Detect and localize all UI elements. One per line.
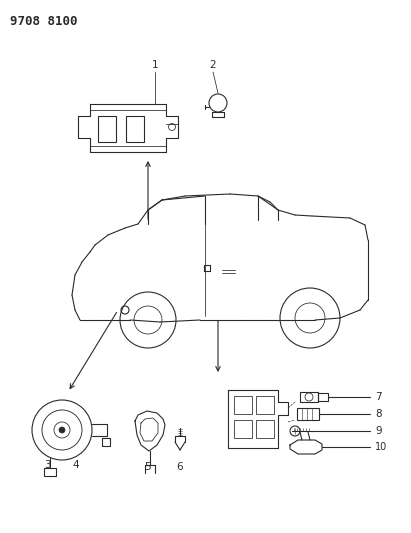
Bar (297, 408, 319, 420)
Text: 4: 4 (73, 460, 79, 470)
Circle shape (59, 427, 65, 433)
Text: 8: 8 (375, 409, 382, 419)
Text: 3: 3 (44, 460, 50, 470)
Bar (256, 420, 274, 438)
Text: 9708 8100: 9708 8100 (10, 15, 78, 28)
Bar (256, 396, 274, 414)
Bar (234, 420, 252, 438)
Bar (44, 468, 56, 476)
Text: 2: 2 (210, 60, 216, 70)
Bar (318, 393, 328, 401)
Text: 7: 7 (375, 392, 382, 402)
Text: 1: 1 (152, 60, 158, 70)
Bar (300, 392, 318, 402)
Text: 9: 9 (375, 426, 382, 436)
Text: 10: 10 (375, 442, 387, 452)
Text: 5: 5 (144, 462, 150, 472)
Bar (234, 396, 252, 414)
Text: 6: 6 (177, 462, 183, 472)
